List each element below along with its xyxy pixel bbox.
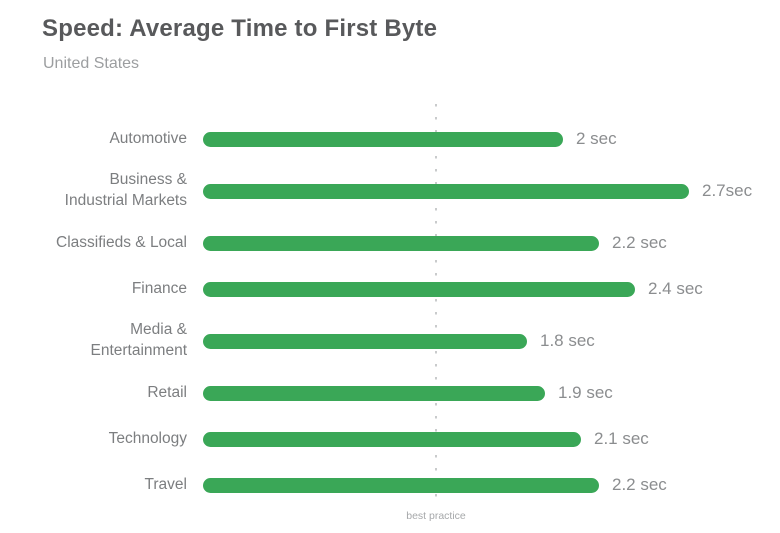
category-label: Finance	[131, 279, 187, 297]
chart-row: Classifieds & Local 2.2 sec	[0, 220, 780, 266]
value-label: 1.9 sec	[558, 383, 613, 402]
chart-row: Automotive 2 sec	[0, 116, 780, 162]
category-label: Technology	[108, 429, 187, 447]
bar-track: 2.2 sec	[203, 233, 780, 253]
best-practice-reference-line	[435, 104, 437, 500]
chart-row: Retail 1.9 sec	[0, 370, 780, 416]
value-label: 2.2 sec	[612, 233, 667, 252]
chart-title: Speed: Average Time to First Byte	[42, 15, 438, 42]
chart-row: Finance 2.4 sec	[0, 266, 780, 312]
chart-row: Technology 2.1 sec	[0, 416, 780, 462]
bar-track: 2.7sec	[203, 181, 780, 201]
value-label: 2 sec	[576, 129, 617, 148]
bar-track: 2.4 sec	[203, 279, 780, 299]
bar	[203, 281, 635, 297]
chart-row: Business & Industrial Markets 2.7sec	[0, 162, 780, 220]
best-practice-label: best practice	[406, 510, 466, 522]
value-label: 2.4 sec	[648, 279, 703, 298]
bar	[203, 431, 581, 447]
category-label: Business & Industrial Markets	[64, 171, 187, 209]
bar-track: 1.8 sec	[203, 331, 780, 351]
value-label: 2.2 sec	[612, 475, 667, 494]
bar	[203, 385, 545, 401]
category-label: Automotive	[109, 129, 187, 147]
value-label: 1.8 sec	[540, 331, 595, 350]
category-label: Retail	[147, 383, 187, 401]
bar	[203, 477, 599, 493]
category-label: Classifieds & Local	[56, 233, 187, 251]
category-label: Media & Entertainment	[90, 321, 188, 359]
chart-row: Travel 2.2 sec	[0, 462, 780, 508]
bar-track: 2.1 sec	[203, 429, 780, 449]
chart-row: Media & Entertainment 1.8 sec	[0, 312, 780, 370]
bar-chart: Automotive 2 sec Business & Industrial M…	[0, 116, 780, 508]
value-label: 2.1 sec	[594, 429, 649, 448]
value-label: 2.7sec	[702, 181, 753, 200]
bar-track: 2.2 sec	[203, 475, 780, 495]
bar-track: 1.9 sec	[203, 383, 780, 403]
chart-subtitle: United States	[43, 55, 140, 72]
bar-track: 2 sec	[203, 129, 780, 149]
bar	[203, 235, 599, 251]
bar	[203, 131, 563, 147]
bar	[203, 333, 527, 349]
bar	[203, 183, 689, 199]
category-label: Travel	[144, 475, 188, 493]
